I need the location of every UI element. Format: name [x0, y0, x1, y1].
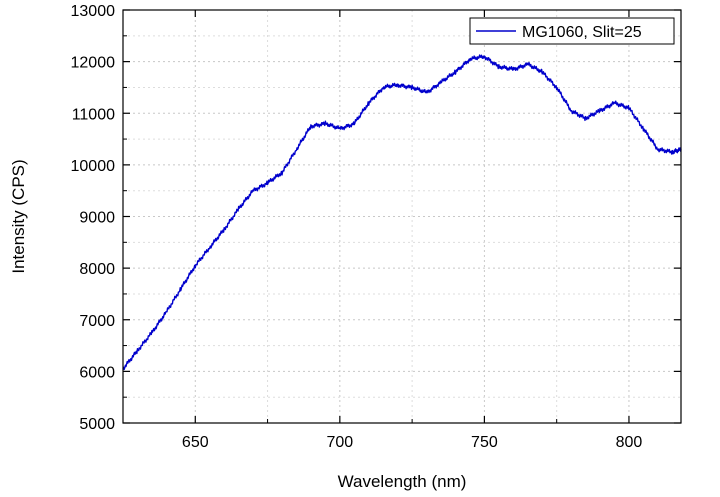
x-tick-label: 750 — [471, 434, 498, 451]
x-tick-label: 700 — [326, 434, 353, 451]
y-tick-label: 7000 — [79, 313, 115, 330]
ticks — [122, 9, 681, 424]
y-tick-label: 13000 — [71, 3, 116, 20]
series-line-0 — [122, 54, 682, 371]
series-layer — [122, 54, 682, 371]
y-tick-label: 6000 — [79, 364, 115, 381]
legend-label: MG1060, Slit=25 — [522, 24, 642, 41]
x-tick-label: 800 — [616, 434, 643, 451]
grid — [122, 10, 681, 423]
y-tick-label: 5000 — [79, 416, 115, 433]
y-tick-label: 8000 — [79, 261, 115, 278]
x-tick-label: 650 — [182, 434, 209, 451]
y-tick-label: 10000 — [71, 158, 116, 175]
tick-labels: 650 700 750 800 5000 6000 7000 8000 9000 10000 110… — [71, 3, 643, 451]
plot-frame — [122, 9, 682, 424]
legend: MG1060, Slit=25 — [469, 17, 675, 45]
y-tick-label: 12000 — [71, 55, 116, 72]
x-axis-label: Wavelength (nm) — [338, 472, 467, 491]
y-axis-label: Intensity (CPS) — [9, 159, 28, 273]
y-tick-label: 11000 — [72, 106, 115, 123]
y-tick-label: 9000 — [79, 210, 115, 227]
